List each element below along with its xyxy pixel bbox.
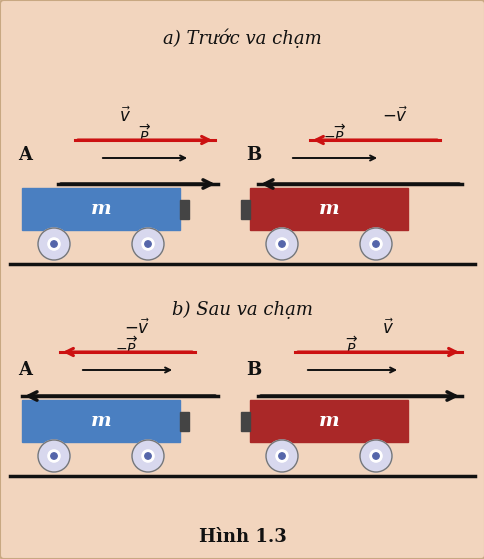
Circle shape — [278, 241, 285, 247]
Text: $-\overrightarrow{P}$: $-\overrightarrow{P}$ — [115, 335, 138, 357]
Circle shape — [265, 228, 297, 260]
Circle shape — [372, 453, 378, 459]
Circle shape — [51, 453, 57, 459]
Bar — [249, 400, 407, 442]
Circle shape — [275, 238, 287, 250]
Text: $\overrightarrow{P}$: $\overrightarrow{P}$ — [345, 335, 357, 357]
Bar — [180, 412, 189, 430]
Circle shape — [38, 440, 70, 472]
Bar — [241, 200, 249, 219]
Text: A: A — [18, 146, 32, 164]
Circle shape — [48, 238, 60, 250]
Bar — [180, 200, 189, 219]
Circle shape — [145, 453, 151, 459]
Circle shape — [132, 228, 164, 260]
Circle shape — [278, 453, 285, 459]
Circle shape — [145, 241, 151, 247]
Circle shape — [369, 238, 381, 250]
Circle shape — [142, 238, 154, 250]
Bar — [22, 188, 180, 230]
Circle shape — [359, 228, 391, 260]
Text: B: B — [245, 361, 261, 379]
Text: $-\vec{v}$: $-\vec{v}$ — [381, 107, 407, 126]
Text: A: A — [18, 361, 32, 379]
Circle shape — [38, 228, 70, 260]
Text: m: m — [318, 200, 339, 218]
Text: $\vec{v}$: $\vec{v}$ — [119, 107, 131, 126]
Text: a) Trước va chạm: a) Trước va chạm — [163, 29, 321, 48]
Text: m: m — [91, 200, 111, 218]
Circle shape — [265, 440, 297, 472]
Circle shape — [48, 450, 60, 462]
Text: $-\overrightarrow{P}$: $-\overrightarrow{P}$ — [322, 124, 346, 145]
Circle shape — [132, 440, 164, 472]
Text: m: m — [91, 412, 111, 430]
Text: b) Sau va chạm: b) Sau va chạm — [172, 301, 312, 319]
Circle shape — [369, 450, 381, 462]
Text: Hình 1.3: Hình 1.3 — [198, 528, 286, 546]
Text: $\vec{v}$: $\vec{v}$ — [381, 319, 393, 338]
Circle shape — [142, 450, 154, 462]
Text: $-\vec{v}$: $-\vec{v}$ — [124, 319, 150, 338]
Text: m: m — [318, 412, 339, 430]
Bar — [22, 400, 180, 442]
Bar — [249, 188, 407, 230]
Circle shape — [359, 440, 391, 472]
Bar — [241, 412, 249, 430]
Text: B: B — [245, 146, 261, 164]
Text: $\overrightarrow{P}$: $\overrightarrow{P}$ — [138, 124, 151, 145]
Circle shape — [372, 241, 378, 247]
Circle shape — [51, 241, 57, 247]
Circle shape — [275, 450, 287, 462]
